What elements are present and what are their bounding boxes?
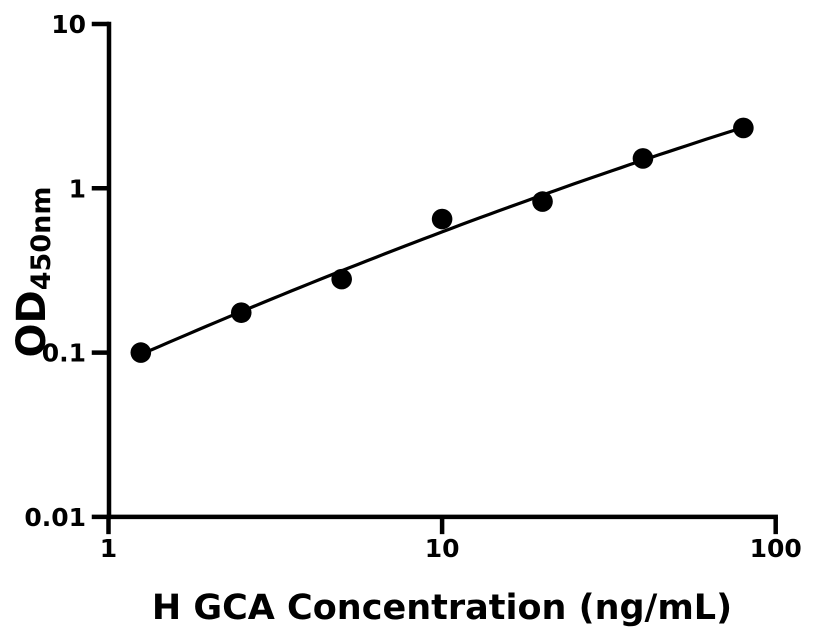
- y-tick-label: 0.01: [24, 503, 86, 532]
- y-tick-label: 0.1: [42, 339, 86, 368]
- data-point: [733, 117, 754, 139]
- x-tick-label: 10: [425, 534, 460, 563]
- data-point: [230, 302, 252, 323]
- data-point: [331, 268, 352, 290]
- tick-labels: 10 1 0.1 0.01 1 10 100: [24, 10, 801, 563]
- y-axis-title: OD450nm: [9, 187, 57, 358]
- data-point: [130, 342, 152, 363]
- data-point: [431, 208, 453, 230]
- x-axis-title: H GCA Concentration (ng/mL): [152, 588, 732, 628]
- y-tick-label: 10: [51, 10, 86, 39]
- y-axis-title-subscript: 450nm: [26, 187, 57, 291]
- axes: [91, 21, 778, 535]
- axis-titles: H GCA Concentration (ng/mL) OD450nm: [9, 187, 732, 628]
- y-axis-title-main: OD: [9, 290, 55, 357]
- data-point: [632, 148, 654, 169]
- data-points-layer: [130, 117, 754, 363]
- data-point: [532, 191, 553, 212]
- x-tick-label: 100: [750, 534, 802, 563]
- fit-curve-layer: [140, 125, 744, 356]
- x-tick-label: 1: [100, 534, 117, 563]
- y-tick-label: 1: [69, 174, 86, 203]
- fit-curve: [140, 125, 744, 356]
